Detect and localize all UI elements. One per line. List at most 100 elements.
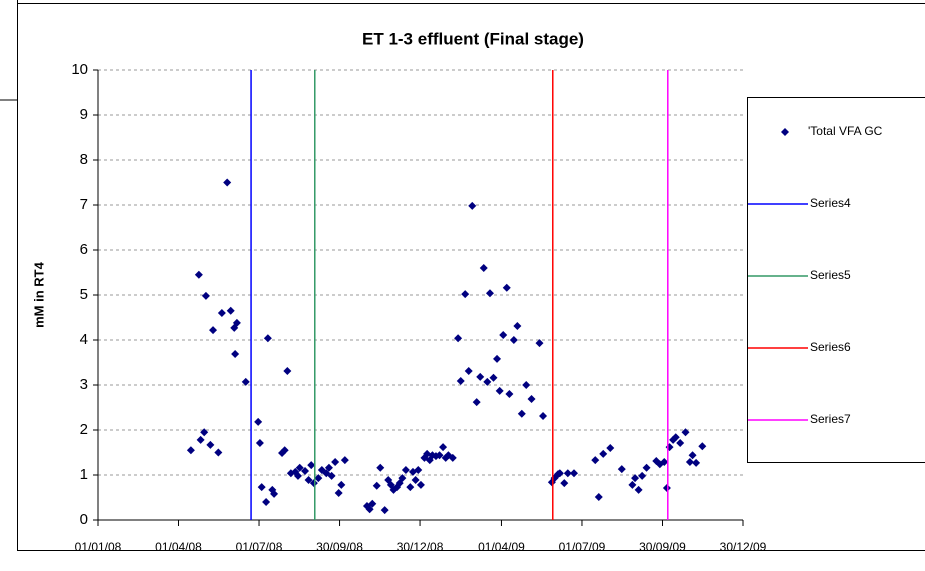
- y-tick-label: 0: [80, 511, 88, 528]
- chart-title: ET 1-3 effluent (Final stage): [362, 29, 584, 48]
- data-point: [194, 270, 203, 279]
- data-point: [685, 457, 694, 466]
- data-point: [217, 309, 226, 317]
- data-point: [617, 465, 626, 474]
- data-point: [591, 456, 600, 465]
- data-point: [535, 339, 544, 348]
- legend-label: 'Total VFA GC: [808, 124, 883, 138]
- data-point: [499, 331, 508, 340]
- x-tick-label: 01/01/08: [75, 540, 122, 554]
- data-point: [232, 318, 241, 327]
- data-point: [254, 417, 263, 426]
- data-point: [483, 377, 492, 386]
- x-tick-label: 30/09/09: [639, 540, 686, 554]
- data-point: [304, 475, 313, 484]
- legend-marker: [781, 128, 789, 136]
- y-tick-label: 7: [80, 196, 88, 213]
- data-point: [365, 505, 374, 514]
- data-point: [468, 201, 477, 210]
- data-point: [309, 479, 318, 488]
- data-point: [200, 428, 209, 437]
- legend-label: Series4: [810, 196, 851, 210]
- legend-label: Series7: [810, 412, 851, 426]
- data-point: [476, 372, 485, 381]
- data-point: [560, 479, 569, 488]
- data-point: [555, 469, 564, 478]
- y-tick-label: 8: [80, 151, 88, 168]
- data-point: [472, 398, 481, 407]
- data-point: [223, 178, 232, 187]
- data-point: [255, 439, 264, 448]
- y-tick-label: 5: [80, 286, 88, 303]
- data-point: [517, 409, 526, 418]
- data-point: [241, 377, 250, 386]
- data-point: [631, 474, 640, 483]
- x-tick-label: 30/12/08: [397, 540, 444, 554]
- y-tick-label: 9: [80, 106, 88, 123]
- data-point: [692, 458, 701, 467]
- data-point: [563, 469, 572, 478]
- data-point: [594, 493, 603, 502]
- data-point: [416, 480, 425, 489]
- data-point: [293, 471, 302, 480]
- data-point: [334, 489, 343, 497]
- legend-box: [747, 97, 925, 463]
- data-point: [411, 475, 420, 484]
- data-point: [681, 428, 690, 437]
- data-point: [376, 463, 385, 472]
- data-point: [660, 457, 669, 466]
- data-point: [461, 290, 470, 299]
- data-point: [324, 463, 333, 472]
- data-point: [493, 354, 502, 363]
- y-tick-label: 6: [80, 241, 88, 258]
- y-tick-label: 1: [80, 466, 88, 483]
- data-point: [662, 484, 671, 493]
- data-point: [231, 349, 240, 358]
- data-point: [513, 322, 522, 331]
- data-point: [301, 466, 310, 475]
- data-point: [214, 448, 223, 457]
- data-point: [671, 433, 680, 442]
- data-point: [676, 439, 685, 448]
- data-point: [485, 289, 494, 298]
- data-point: [509, 336, 518, 344]
- data-point: [464, 367, 473, 376]
- data-point: [307, 461, 316, 470]
- data-point: [257, 483, 266, 492]
- data-point: [634, 485, 643, 494]
- y-tick-label: 10: [71, 61, 88, 78]
- data-point: [209, 326, 218, 335]
- data-point: [456, 376, 465, 385]
- legend-label: Series5: [810, 268, 851, 282]
- data-point: [280, 446, 289, 455]
- data-point: [414, 466, 423, 475]
- x-tick-label: 01/04/09: [478, 540, 525, 554]
- data-point: [638, 471, 647, 480]
- y-tick-label: 3: [80, 376, 88, 393]
- data-point: [439, 443, 448, 452]
- data-point: [606, 444, 615, 452]
- data-point: [454, 334, 463, 343]
- x-tick-label: 01/07/08: [236, 540, 283, 554]
- data-point: [327, 471, 336, 480]
- data-point: [489, 373, 498, 382]
- data-point: [226, 306, 235, 315]
- x-tick-label: 01/04/08: [155, 540, 202, 554]
- data-point: [448, 453, 457, 462]
- corner-box: [0, 0, 18, 101]
- data-point: [340, 456, 349, 465]
- data-point: [201, 291, 210, 300]
- data-point: [522, 381, 531, 389]
- data-point: [322, 469, 331, 478]
- data-point: [599, 449, 608, 458]
- data-point: [642, 463, 651, 472]
- data-point: [196, 435, 205, 444]
- x-tick-label: 30/09/08: [316, 540, 363, 554]
- data-point: [263, 334, 272, 343]
- data-point: [337, 480, 346, 489]
- data-point: [368, 499, 377, 508]
- data-point: [283, 367, 292, 376]
- data-point: [295, 463, 304, 472]
- data-point: [479, 264, 488, 272]
